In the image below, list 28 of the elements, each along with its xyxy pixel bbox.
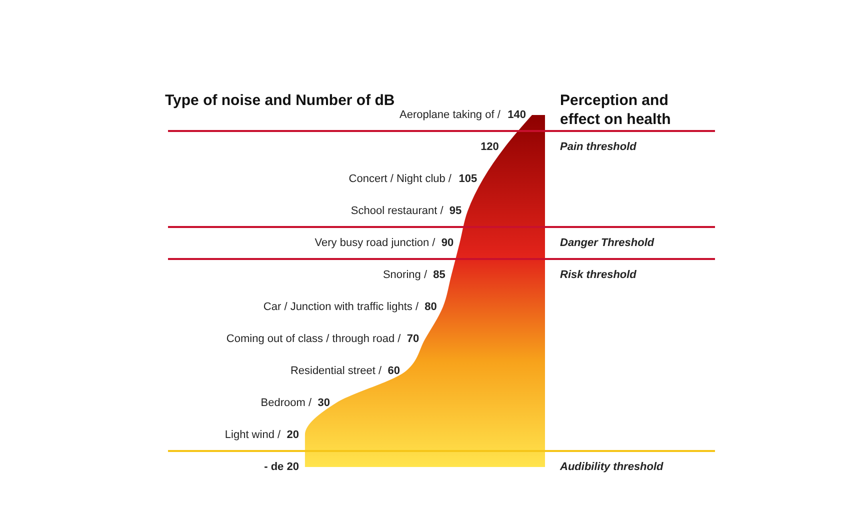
data-label: 105 xyxy=(458,173,478,185)
category-label: Light wind / xyxy=(224,429,282,441)
category-label: Very busy road junction / xyxy=(314,237,436,249)
text: Perception and effect on health xyxy=(560,92,671,128)
category-label: Audibility threshold xyxy=(560,461,664,473)
category-label: Danger Threshold xyxy=(560,237,654,249)
data-label: 95 xyxy=(449,205,462,217)
category-label: Snoring / xyxy=(382,269,428,281)
data-label: 140 xyxy=(508,109,526,121)
data-label: 70 xyxy=(406,333,420,345)
category-label: School restaurant / xyxy=(350,205,444,217)
data-label: 20 xyxy=(286,429,299,441)
category-label: Residential street / xyxy=(290,365,382,377)
category-label: Risk threshold xyxy=(560,269,636,281)
data-label: 60 xyxy=(388,365,400,377)
data-label: 90 xyxy=(441,237,454,249)
category-label: Bedroom / xyxy=(260,397,312,409)
data-label: 120 xyxy=(480,141,499,153)
category-label: Coming out of class / through road / xyxy=(226,333,402,345)
category-label: Concert / Night club / xyxy=(348,173,452,185)
data-label: 85 xyxy=(433,269,446,281)
category-label: Car / Junction with traffic lights / xyxy=(263,301,420,313)
category-label: Aeroplane taking of / xyxy=(399,109,502,121)
text: Type of noise and Number of dB xyxy=(165,92,395,109)
data-label: 80 xyxy=(424,301,437,313)
data-label: 30 xyxy=(318,397,330,409)
category-label: Pain threshold xyxy=(560,141,636,153)
data-label: - de 20 xyxy=(264,461,299,473)
